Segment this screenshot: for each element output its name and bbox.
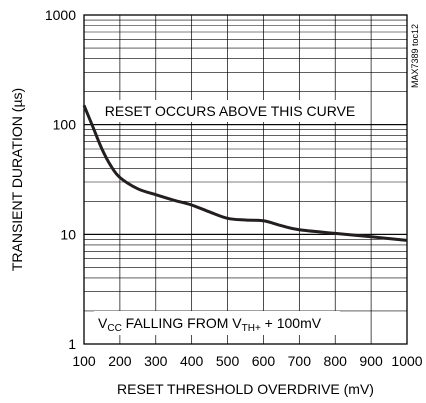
annotation-lower: VCC FALLING FROM VTH+ + 100mV [98,315,322,334]
annotation-upper: RESET OCCURS ABOVE THIS CURVE [105,103,356,119]
x-tick-label: 900 [359,353,383,369]
y-axis-label: TRANSIENT DURATION (µs) [9,88,25,271]
x-tick-label: 100 [72,353,96,369]
annotation-lower-part: FALLING FROM V [122,315,242,331]
x-axis-label: RESET THRESHOLD OVERDRIVE (mV) [117,381,374,397]
tick-labels: 100 200 300 400 500 600 700 800 900 1000 1 10 100 100… [45,7,423,369]
grid [84,15,407,344]
x-tick-label: 300 [144,353,168,369]
x-tick-label: 500 [216,353,240,369]
series-line [82,104,408,242]
annotation-lower-subscript: TH+ [242,323,261,334]
x-tick-label: 200 [108,353,132,369]
x-tick-label: 400 [180,353,204,369]
y-tick-label: 1 [68,336,76,352]
plot-frame [83,14,408,345]
x-tick-label: 800 [324,353,348,369]
annotation-lower-background [94,311,340,335]
x-tick-label: 1000 [391,353,422,369]
annotation-lower-part: + 100mV [261,315,322,331]
y-tick-label: 1000 [45,7,76,23]
x-tick-label: 600 [252,353,276,369]
y-tick-label: 100 [53,117,77,133]
annotation-upper-background [98,100,360,122]
x-tick-label: 700 [288,353,312,369]
annotation-lower-part: V [98,315,108,331]
figure-id: MAX7389 toc12 [410,24,420,88]
annotation-lower-subscript: CC [107,323,121,334]
y-tick-label: 10 [60,226,76,242]
